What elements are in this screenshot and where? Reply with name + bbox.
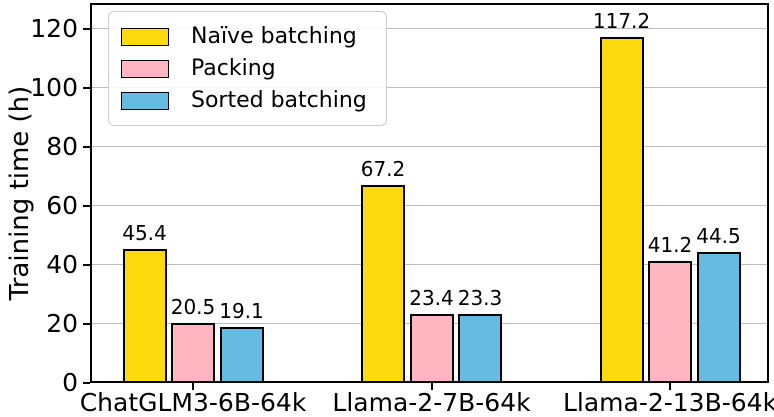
legend-item-na-ve-batching: Naïve batching bbox=[121, 21, 370, 52]
bar-packing-2 bbox=[648, 261, 692, 383]
legend-item-sorted-batching: Sorted batching bbox=[121, 85, 370, 116]
x-tick-mark-1 bbox=[430, 383, 433, 390]
legend: Naïve batching Packing Sorted batching bbox=[108, 11, 387, 126]
y-tick-mark-40 bbox=[83, 263, 90, 266]
bar-value-label: 44.5 bbox=[696, 223, 741, 248]
gridline-y-100 bbox=[90, 86, 769, 88]
y-tick-mark-80 bbox=[83, 145, 90, 148]
gridline-y-80 bbox=[90, 145, 769, 147]
bar-na-ve-batching-2 bbox=[599, 37, 644, 383]
bar-value-label: 20.5 bbox=[170, 294, 216, 319]
bar-packing-0 bbox=[171, 322, 215, 383]
y-tick-mark-100 bbox=[83, 86, 90, 89]
y-tick-mark-60 bbox=[83, 204, 90, 207]
bar-value-label: 67.2 bbox=[360, 156, 406, 181]
legend-item-packing: Packing bbox=[121, 53, 370, 84]
bar-value-label: 19.1 bbox=[219, 298, 264, 323]
bar-sorted-batching-0 bbox=[219, 326, 264, 383]
plot-area: 45.4 67.2 117.2 20.5 23.4 41.2 19.1 23.3 44.5 Na… bbox=[90, 3, 769, 383]
legend-swatch-icon bbox=[121, 27, 169, 46]
bar-value-label: 23.3 bbox=[457, 286, 503, 311]
legend-swatch-icon bbox=[121, 59, 169, 78]
bar-na-ve-batching-0 bbox=[122, 249, 167, 383]
y-tick-label-60: 60 bbox=[46, 190, 78, 220]
bar-value-label: 23.4 bbox=[409, 285, 454, 310]
gridline-y-40 bbox=[90, 264, 769, 265]
y-tick-mark-20 bbox=[83, 322, 90, 325]
gridline-y-60 bbox=[90, 204, 769, 206]
y-tick-label-20: 20 bbox=[46, 308, 78, 338]
y-tick-label-0: 0 bbox=[62, 368, 78, 397]
y-tick-label-120: 120 bbox=[30, 13, 78, 43]
bar-sorted-batching-1 bbox=[458, 314, 502, 383]
y-tick-label-80: 80 bbox=[46, 131, 78, 161]
bar-na-ve-batching-1 bbox=[361, 184, 405, 383]
gridline-y-120 bbox=[90, 27, 769, 29]
legend-label: Sorted batching bbox=[191, 88, 367, 113]
bar-value-label: 45.4 bbox=[122, 221, 167, 246]
bar-packing-1 bbox=[409, 313, 454, 383]
y-tick-mark-120 bbox=[83, 27, 90, 30]
x-tick-label-0: ChatGLM3-6B-64k bbox=[79, 388, 307, 417]
x-tick-mark-0 bbox=[192, 383, 194, 390]
legend-swatch-icon bbox=[121, 91, 169, 110]
x-tick-mark-2 bbox=[669, 383, 671, 390]
x-tick-label-1: Llama-2-7B-64k bbox=[332, 388, 531, 417]
legend-label: Packing bbox=[191, 56, 276, 81]
y-tick-mark-0 bbox=[83, 382, 90, 384]
bar-value-label: 41.2 bbox=[647, 233, 693, 258]
y-tick-label-40: 40 bbox=[46, 249, 78, 279]
x-tick-label-2: Llama-2-13B-64k bbox=[562, 388, 774, 417]
bar-value-label: 117.2 bbox=[592, 9, 651, 34]
bar-sorted-batching-2 bbox=[696, 251, 741, 383]
y-tick-label-100: 100 bbox=[30, 72, 78, 102]
legend-label: Naïve batching bbox=[191, 24, 357, 49]
